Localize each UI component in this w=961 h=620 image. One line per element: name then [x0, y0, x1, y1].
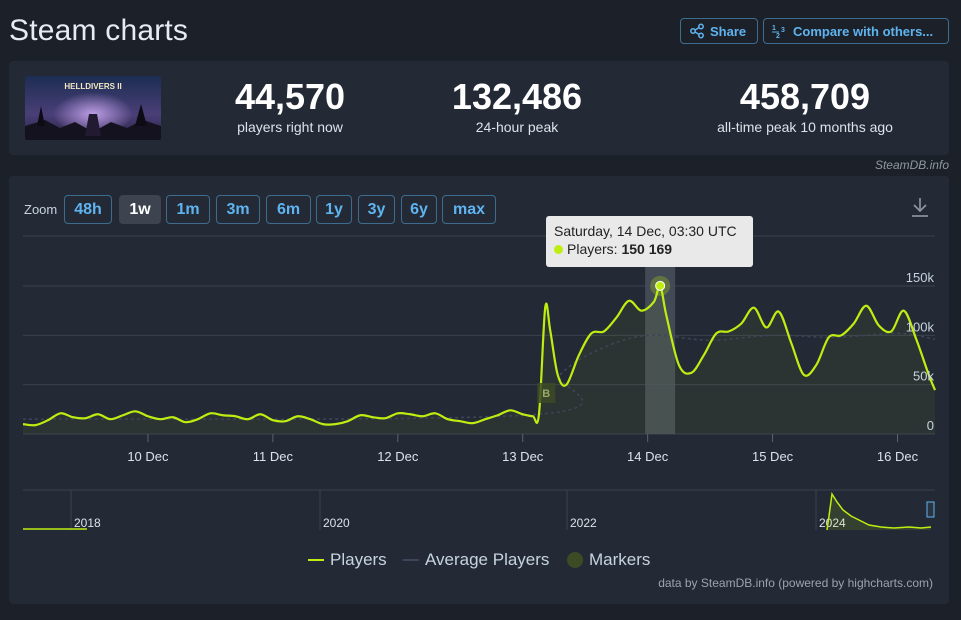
y-tick-label: 100k	[906, 319, 935, 334]
peak-24h-stat: 132,486 24-hour peak	[402, 76, 632, 136]
x-tick-label: 14 Dec	[627, 449, 669, 464]
navigator-year-label: 2022	[570, 516, 597, 530]
chart-tooltip: Saturday, 14 Dec, 03:30 UTC Players: 150…	[546, 216, 753, 267]
legend-average-label: Average Players	[425, 550, 550, 569]
alltime-peak-stat: 458,709 all-time peak 10 months ago	[675, 76, 935, 136]
ranking-icon: 1 2 3	[772, 23, 788, 39]
navigator-background	[23, 490, 935, 530]
alltime-peak-label: all-time peak 10 months ago	[717, 119, 893, 135]
zoom-max-button[interactable]: max	[442, 195, 496, 224]
navigator-recent-line	[826, 491, 932, 531]
y-tick-label: 50k	[913, 369, 934, 384]
zoom-3m-button[interactable]: 3m	[216, 195, 260, 224]
game-header-image[interactable]: HELLDIVERS II	[25, 76, 161, 140]
navigator-year-label: 2024	[819, 516, 846, 530]
share-button[interactable]: Share	[680, 18, 758, 44]
zoom-1m-button[interactable]: 1m	[166, 195, 210, 224]
players-line	[22, 284, 937, 427]
tooltip-date: Saturday, 14 Dec, 03:30 UTC	[554, 223, 737, 239]
chart-credits[interactable]: data by SteamDB.info (powered by highcha…	[658, 576, 933, 590]
tooltip-series-label: Players:	[567, 241, 618, 257]
marker-label: B	[542, 388, 550, 400]
peak-24h-value: 132,486	[451, 76, 583, 117]
marker-badge	[537, 383, 556, 403]
alltime-peak-value: 458,709	[739, 76, 871, 117]
current-players-label: players right now	[237, 119, 343, 135]
legend-players-swatch	[308, 559, 324, 561]
current-players-stat: 44,570 players right now	[175, 76, 405, 136]
page-title: Steam charts	[9, 14, 189, 47]
svg-text:3: 3	[781, 27, 785, 34]
zoom-48h-button[interactable]: 48h	[64, 195, 112, 224]
player-count-chart[interactable]: B 10 Dec 11 Dec 12 Dec 13 Dec 14 Dec 15 Dec 16…	[9, 176, 949, 546]
y-tick-label: 0	[927, 418, 934, 433]
x-tick-label: 13 Dec	[502, 449, 544, 464]
x-tick-label: 15 Dec	[752, 449, 794, 464]
zoom-3y-button[interactable]: 3y	[358, 195, 395, 224]
x-tick-label: 16 Dec	[877, 449, 919, 464]
chart-panel: Zoom 48h 1w 1m 3m 6m 1y 3y 6y max B 10 D…	[9, 176, 949, 604]
chart-legend: Players Average Players Markers	[9, 550, 949, 574]
svg-text:1: 1	[772, 25, 776, 32]
stats-panel: HELLDIVERS II 44,570 players right now 1…	[9, 61, 949, 155]
zoom-6y-button[interactable]: 6y	[401, 195, 437, 224]
navigator-year-label: 2020	[323, 516, 350, 530]
zoom-1y-button[interactable]: 1y	[316, 195, 352, 224]
legend-average[interactable]: Average Players	[403, 550, 549, 570]
x-tick-label: 12 Dec	[377, 449, 419, 464]
legend-markers-swatch	[567, 552, 583, 568]
compare-button-label: Compare with others...	[793, 23, 934, 39]
legend-markers-label: Markers	[589, 550, 651, 569]
share-button-label: Share	[710, 23, 747, 39]
peak-point	[655, 280, 666, 291]
source-credit[interactable]: SteamDB.info	[874, 158, 949, 172]
compare-button[interactable]: 1 2 3 Compare with others...	[763, 18, 949, 44]
x-tick-label: 11 Dec	[253, 449, 294, 464]
zoom-label: Zoom	[24, 202, 58, 217]
zoom-1w-button[interactable]: 1w	[119, 195, 161, 224]
peak-24h-label: 24-hour peak	[475, 119, 559, 135]
current-players-value: 44,570	[234, 76, 346, 117]
zoom-6m-button[interactable]: 6m	[266, 195, 311, 224]
average-players-line	[22, 332, 936, 420]
legend-markers[interactable]: Markers	[567, 550, 650, 570]
svg-text:2: 2	[776, 33, 780, 39]
share-icon	[689, 23, 705, 39]
game-logo-text: HELLDIVERS II	[64, 82, 121, 91]
legend-players-label: Players	[330, 550, 387, 569]
legend-players[interactable]: Players	[308, 550, 387, 570]
tooltip-series-dot	[554, 245, 563, 254]
x-tick-label: 10 Dec	[127, 449, 169, 464]
navigator-handle[interactable]	[926, 501, 935, 518]
tooltip-value-row: Players: 150 169	[554, 240, 745, 258]
players-area	[23, 285, 935, 434]
tooltip-value: 150 169	[621, 241, 673, 257]
legend-average-swatch	[403, 559, 419, 561]
y-tick-label: 150k	[906, 270, 935, 285]
navigator-recent-area	[827, 494, 931, 530]
download-icon[interactable]	[909, 196, 931, 218]
navigator-year-label: 2018	[74, 516, 101, 530]
